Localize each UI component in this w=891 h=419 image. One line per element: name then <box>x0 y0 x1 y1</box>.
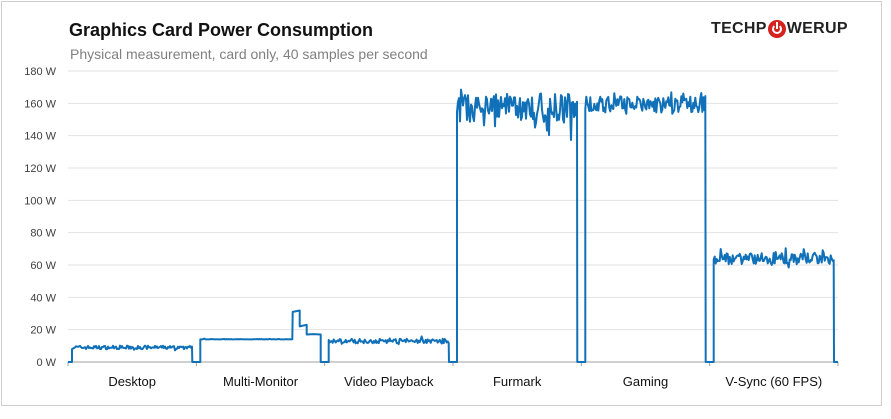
power-trace-line <box>68 88 838 363</box>
y-tick-label: 80 W <box>30 228 56 240</box>
chart-subtitle: Physical measurement, card only, 40 samp… <box>70 46 428 62</box>
chart-title: Graphics Card Power Consumption <box>69 20 374 40</box>
y-tick-label: 100 W <box>24 195 56 207</box>
y-tick-labels: 0 W 20 W 40 W 60 W 80 W 100 W 120 W 140 W 160 W 1… <box>24 66 56 369</box>
grid-lines <box>68 70 838 363</box>
logo-text-left: TECHP <box>711 20 767 37</box>
x-category-label: Desktop <box>108 374 156 389</box>
x-category-label: Gaming <box>623 374 669 389</box>
y-tick-label: 20 W <box>30 325 56 337</box>
y-tick-label: 160 W <box>24 98 56 110</box>
y-tick-label: 140 W <box>24 131 56 143</box>
x-category-label: Furmark <box>493 374 542 389</box>
y-tick-label: 120 W <box>24 163 56 175</box>
y-tick-label: 40 W <box>30 292 56 304</box>
y-tick-label: 60 W <box>30 260 56 272</box>
y-tick-label: 180 W <box>24 66 56 78</box>
y-tick-label: 0 W <box>36 357 56 369</box>
power-icon <box>767 20 786 38</box>
chart-frame <box>1 1 882 406</box>
x-category-label: Video Playback <box>344 374 434 389</box>
logo-text-right: WERUP <box>786 20 848 37</box>
x-category-label: V-Sync (60 FPS) <box>725 374 822 389</box>
x-category-label: Multi-Monitor <box>223 374 299 389</box>
x-category-labels: Desktop Multi-Monitor Video Playback Furmar… <box>108 374 822 389</box>
techpowerup-logo: TECHP WERUP <box>711 20 848 38</box>
